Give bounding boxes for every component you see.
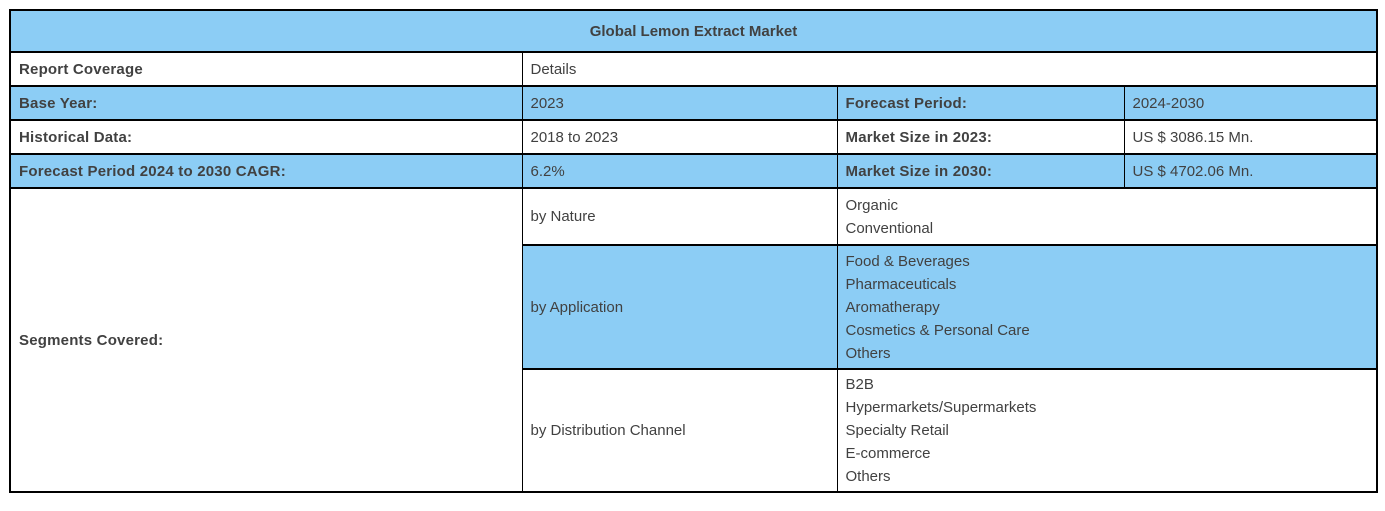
segment-item: Others	[845, 468, 891, 485]
base-year-value: 2023	[521, 85, 838, 121]
market-size-2023-value: US $ 3086.15 Mn.	[1123, 119, 1378, 155]
by-application-items: Food & Beverages Pharmaceuticals Aromath…	[836, 244, 1378, 370]
segment-item: Food & Beverages	[845, 252, 970, 270]
segment-item: Aromatherapy	[845, 298, 940, 316]
market-size-2030-label: Market Size in 2030:	[836, 153, 1125, 189]
segment-item: E-commerce	[845, 445, 931, 462]
segments-by-application-row: by Application Food & Beverages Pharmace…	[10, 244, 1378, 370]
market-report-table: Global Lemon Extract Market Report Cover…	[9, 9, 1378, 493]
market-size-2023-label: Market Size in 2023:	[836, 119, 1125, 155]
by-nature-label: by Nature	[521, 187, 838, 246]
historical-data-market-size-2023-row: Historical Data: 2018 to 2023 Market Siz…	[9, 119, 1378, 155]
forecast-period-value: 2024-2030	[1123, 85, 1378, 121]
by-distribution-channel-items: B2B Hypermarkets/Supermarkets Specialty …	[836, 368, 1378, 493]
segment-item: Pharmaceuticals	[845, 275, 957, 293]
table-title: Global Lemon Extract Market	[9, 9, 1378, 53]
by-distribution-channel-label: by Distribution Channel	[521, 368, 838, 493]
report-coverage-value: Details	[521, 51, 1378, 87]
segment-item: Conventional	[845, 219, 934, 237]
report-coverage-row: Report Coverage Details	[9, 51, 1378, 87]
segment-item: B2B	[845, 376, 874, 393]
segments-by-distribution-row: by Distribution Channel B2B Hypermarkets…	[10, 368, 1378, 493]
historical-data-value: 2018 to 2023	[521, 119, 838, 155]
cagr-value: 6.2%	[521, 153, 838, 189]
base-year-forecast-period-row: Base Year: 2023 Forecast Period: 2024-20…	[9, 85, 1378, 121]
segment-item: Others	[845, 344, 891, 362]
market-size-2030-value: US $ 4702.06 Mn.	[1123, 153, 1378, 189]
report-coverage-label: Report Coverage	[9, 51, 523, 87]
cagr-market-size-2030-row: Forecast Period 2024 to 2030 CAGR: 6.2% …	[9, 153, 1378, 189]
cagr-label: Forecast Period 2024 to 2030 CAGR:	[9, 153, 523, 189]
base-year-label: Base Year:	[9, 85, 523, 121]
segments-by-nature-row: Segments Covered: by Nature Organic Conv…	[9, 187, 1378, 493]
segment-item: Specialty Retail	[845, 422, 949, 439]
by-application-label: by Application	[521, 244, 838, 370]
segments-covered-label: Segments Covered:	[9, 187, 523, 493]
forecast-period-label: Forecast Period:	[836, 85, 1125, 121]
by-nature-items: Organic Conventional	[836, 187, 1378, 246]
segment-item: Organic	[845, 196, 899, 214]
segment-item: Cosmetics & Personal Care	[845, 321, 1030, 339]
title-row: Global Lemon Extract Market	[9, 9, 1378, 53]
historical-data-label: Historical Data:	[9, 119, 523, 155]
segment-item: Hypermarkets/Supermarkets	[845, 399, 1037, 416]
